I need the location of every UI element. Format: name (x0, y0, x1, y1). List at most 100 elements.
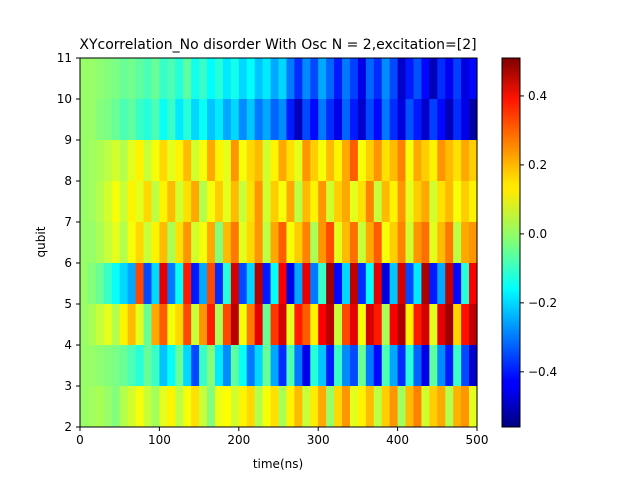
heatmap-cell (80, 58, 89, 99)
heatmap-cell (397, 58, 407, 99)
heatmap-cell (254, 222, 264, 263)
heatmap-cell (389, 263, 399, 304)
heatmap-cell (310, 386, 319, 427)
heatmap-cell (445, 386, 454, 427)
heatmap-cell (207, 99, 216, 140)
x-tick-label: 300 (307, 433, 330, 447)
x-axis: 0 100 200 300 400 500 (76, 427, 488, 447)
heatmap-cell (373, 99, 383, 140)
heatmap-cell (80, 263, 89, 304)
heatmap-cell (254, 386, 264, 427)
y-tick-label: 7 (64, 215, 72, 229)
heatmap-cell (437, 304, 446, 345)
heatmap-cell (381, 58, 391, 99)
heatmap-cell (159, 58, 168, 99)
heatmap-cell (357, 99, 367, 140)
heatmap-cell (413, 263, 423, 304)
heatmap-cell (365, 304, 375, 345)
heatmap-cell (397, 181, 407, 222)
heatmap-cell (222, 386, 232, 427)
heatmap-cell (318, 58, 327, 99)
heatmap-cell (278, 386, 288, 427)
heatmap-cell (453, 222, 462, 263)
heatmap-cell (87, 386, 97, 427)
heatmap-cell (191, 181, 200, 222)
heatmap-cell (318, 140, 327, 181)
heatmap-cell (294, 140, 303, 181)
heatmap-cell (373, 345, 383, 386)
heatmap-cell (461, 386, 470, 427)
heatmap-cell (270, 181, 280, 222)
heatmap-cell (111, 99, 121, 140)
heatmap-cell (103, 58, 113, 99)
heatmap-cell (246, 222, 256, 263)
heatmap-cell (389, 58, 399, 99)
heatmap-cell (437, 99, 446, 140)
heatmap-cell (80, 222, 89, 263)
heatmap-cell (373, 58, 383, 99)
heatmap-cell (254, 99, 264, 140)
heatmap-cell (286, 222, 295, 263)
heatmap-cell (302, 345, 311, 386)
heatmap-cell (437, 386, 446, 427)
heatmap-cell (349, 140, 359, 181)
heatmap-cell (453, 181, 462, 222)
heatmap-cell (103, 304, 113, 345)
heatmap-cell (413, 222, 423, 263)
heatmap-cell (365, 345, 375, 386)
heatmap-cell (143, 181, 153, 222)
heatmap-cell (127, 386, 137, 427)
heatmap-cell (469, 181, 478, 222)
heatmap-cell (270, 58, 280, 99)
heatmap-cell (230, 304, 240, 345)
heatmap-cell (214, 304, 224, 345)
heatmap-cell (143, 386, 153, 427)
heatmap-cell (119, 140, 129, 181)
heatmap-cell (389, 386, 399, 427)
heatmap-cell (469, 345, 478, 386)
heatmap-cell (207, 345, 216, 386)
heatmap-cell (373, 181, 383, 222)
heatmap-cell (294, 222, 303, 263)
heatmap-cell (87, 99, 97, 140)
heatmap-cell (230, 140, 240, 181)
heatmap-cell (302, 304, 311, 345)
heatmap-cell (365, 386, 375, 427)
heatmap-cell (286, 386, 295, 427)
heatmap-cell (310, 58, 319, 99)
heatmap-cell (270, 263, 280, 304)
heatmap-cell (103, 222, 113, 263)
heatmap-cell (421, 99, 430, 140)
heatmap-cell (103, 345, 113, 386)
heatmap-cell (310, 181, 319, 222)
heatmap-cell (191, 222, 200, 263)
heatmap-cell (135, 304, 145, 345)
heatmap-cell (318, 386, 327, 427)
heatmap-cell (262, 304, 272, 345)
heatmap-cell (310, 140, 319, 181)
heatmap-cell (214, 222, 224, 263)
heatmap-cell (111, 140, 121, 181)
heatmap-cell (143, 222, 153, 263)
heatmap-cell (87, 263, 97, 304)
heatmap-cell (437, 181, 446, 222)
heatmap-cell (230, 58, 240, 99)
heatmap-cell (238, 58, 248, 99)
colorbar-frame (501, 57, 521, 428)
heatmap-cell (405, 386, 415, 427)
heatmap-cell (191, 140, 200, 181)
heatmap-cell (199, 386, 208, 427)
heatmap-cell (143, 58, 153, 99)
heatmap-cell (87, 58, 97, 99)
heatmap-cell (95, 181, 105, 222)
heatmap-cell (270, 140, 280, 181)
heatmap-cell (405, 263, 415, 304)
heatmap-cell (381, 99, 391, 140)
heatmap-cell (421, 304, 430, 345)
heatmap-cell (111, 222, 121, 263)
plot-frame (79, 57, 478, 428)
heatmap-cell (135, 386, 145, 427)
heatmap-cell (262, 181, 272, 222)
heatmap-cell (214, 345, 224, 386)
heatmap-cell (373, 222, 383, 263)
